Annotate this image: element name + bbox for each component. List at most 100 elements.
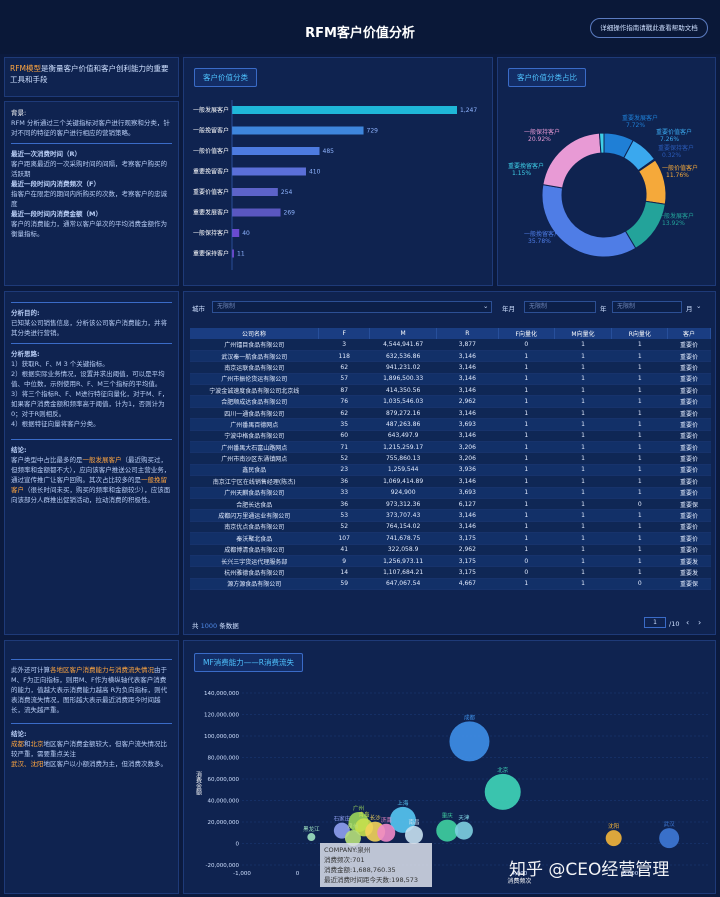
table-row[interactable]: 广州番禺大石富山路网点 71 1,215,259.17 3,206 1 1 1 重要价 [190,441,711,454]
scatter-bubble[interactable] [404,825,423,844]
table-cell: 3,146 [436,384,499,397]
table-row[interactable]: 合肥长达食品 36 973,312.36 6,127 1 1 0 重要保 [190,498,711,511]
bar[interactable] [232,106,457,114]
table-row[interactable]: 合肥顺成达食品有限公司 76 1,035,546.03 2,962 1 1 1 重要价 [190,395,711,408]
bubble-label: 济南 [381,816,393,824]
pie-slice[interactable] [541,184,637,258]
table-cell: 合肥长达食品 [190,498,319,511]
bar[interactable] [232,229,240,237]
scatter-bubble[interactable] [389,806,416,833]
table-cell: 1 [498,498,555,511]
table-header-cell[interactable]: R向量化 [611,328,669,339]
prev-page-icon[interactable]: ‹ [686,618,690,627]
table-cell: 1 [554,384,612,397]
scatter-bubble[interactable] [605,830,622,847]
city-filter-chevron-icon[interactable]: ⌄ [483,302,489,310]
year-filter-input[interactable]: 无限制 [524,301,596,313]
table-row[interactable]: 长兴三宇货运代理服务部 9 1,256,973.11 3,175 0 1 1 重要发 [190,555,711,568]
table-row[interactable]: 南京江宁区在线销售经理(陈杰) 36 1,069,414.89 3,146 1 1 1 重要价 [190,475,711,488]
pie-slice-label: 重要发展客户 [622,114,658,122]
month-filter-chevron-icon[interactable]: ⌄ [696,302,702,310]
table-cell: 1 [554,475,612,488]
scatter-bubble[interactable] [436,819,459,842]
y-tick-label: 140,000,000 [204,691,239,697]
bubble-label: 上海 [397,799,409,807]
table-cell: 重要价 [667,464,711,477]
watermark: 知乎 @CEO经营管理 [509,860,670,880]
table-header-cell[interactable]: 客户 [667,328,711,339]
scatter-bubble[interactable] [344,830,361,847]
table-header-cell[interactable]: F向量化 [498,328,555,339]
page-input[interactable]: 1 [644,617,666,628]
table-row[interactable]: 广州天麒食品有限公司 33 924,900 3,693 1 1 1 重要价 [190,487,711,499]
bar-value-label: 254 [281,189,293,196]
table-cell: 1 [554,373,612,386]
table-cell: 6,127 [436,498,499,511]
bar[interactable] [232,208,281,217]
table-cell: 成都博清食品有限公司 [190,544,319,556]
table-row[interactable]: 杭州雅德食品有限公司 14 1,107,684.21 3,175 0 1 1 重要发 [190,566,711,579]
table-cell: 重要价 [667,487,711,499]
table-row[interactable]: 广州市南沙区东涌镇网点 52 755,860.13 3,206 1 1 1 重要价 [190,452,711,465]
x-axis-label: 消费频次 [507,877,531,885]
background-text: RFM 分析通过三个关键指标对客户进行观察和分类，针对不同的特征的客户进行相应的… [11,119,170,137]
table-row[interactable]: 秦沃聚北食品 107 741,678.75 3,175 1 1 1 重要价 [190,532,711,545]
city-filter-label: 城市 [192,305,205,313]
table-cell: 59 [318,578,370,591]
table-row[interactable]: 四川一通食品有限公司 62 879,272.16 3,146 1 1 1 重要价 [190,407,711,420]
table-row[interactable]: 成都闪万里通运业有限公司 53 373,707.43 3,146 1 1 1 重要价 [190,509,711,522]
table-cell: 1 [554,487,612,499]
table-cell: 1,107,684.21 [369,566,437,579]
next-page-icon[interactable]: › [698,618,702,627]
table-cell: 重要价 [667,532,711,545]
table-cell: 3,146 [436,373,499,386]
pie-slice[interactable] [598,132,605,154]
title-bar: RFM客户价值分析 详细操作指南请戳此查看帮助文档 [0,0,720,54]
pie-slice[interactable] [542,132,602,189]
table-cell: 重要价 [667,339,711,351]
city-filter-select[interactable]: 无限制 [212,301,492,313]
table-row[interactable]: 广州市振伦货运有限公司 57 1,896,500.33 3,146 1 1 1 重要价 [190,373,711,386]
table-header-cell[interactable]: F [318,328,371,339]
month-filter-input[interactable]: 无限制 [612,301,682,313]
table-cell: 1 [498,509,555,522]
scatter-bubble[interactable] [307,833,316,842]
table-row[interactable]: 成都博清食品有限公司 41 322,058.9 2,962 1 1 1 重要价 [190,544,711,556]
table-row[interactable]: 宁波金诚速度食品有限公司北京线 87 414,350.56 3,146 1 1 1 重要价 [190,384,711,397]
scatter-bubble[interactable] [484,773,521,810]
table-header-cell[interactable]: 公司名称 [190,328,320,339]
bubble-label: 北京 [497,766,509,774]
table-header-cell[interactable]: R [436,328,499,339]
scatter-bubble[interactable] [377,823,396,842]
bubble-label: 武汉 [664,820,676,828]
bar[interactable] [232,147,320,155]
bar[interactable] [232,188,278,196]
table-row[interactable]: 源方源食品有限公司 59 647,067.54 4,667 1 1 0 重要保 [190,578,711,591]
method-item: 1）获取R、F、M 3 个关键指标。 [11,360,109,368]
table-header-cell[interactable]: M [369,328,437,339]
help-doc-button[interactable]: 详细操作指南请戳此查看帮助文档 [590,18,708,38]
table-cell: 重要保 [667,498,711,511]
table-cell: 755,860.13 [369,452,437,465]
table-row[interactable]: 宁波中格食品有限公司 60 643,497.9 3,146 1 1 1 重要价 [190,430,711,443]
scatter-bubble[interactable] [454,821,473,840]
table-cell: 62 [318,407,370,420]
table-cell: 1 [498,464,555,477]
table-row[interactable]: 鑫民食品 23 1,259,544 3,936 1 1 1 重要价 [190,464,711,477]
table-row[interactable]: 武汉秦一航食品有限公司 118 632,536.86 3,146 1 1 1 重要价 [190,350,711,363]
bar[interactable] [232,249,234,258]
bar[interactable] [232,126,364,135]
table-row[interactable]: 南京运联食品有限公司 62 941,231.02 3,146 1 1 1 重要价 [190,361,711,374]
bubble-label: 天津 [458,815,470,822]
table-cell: 3,146 [436,430,499,443]
bar[interactable] [232,167,306,176]
intro-text: 是衡量客户价值和客户创利能力的重要工具和手段 [10,64,169,84]
table-cell: 1 [611,350,668,363]
table-header-cell[interactable]: M向量化 [554,328,613,339]
table-cell: 杭州雅德食品有限公司 [190,566,319,579]
table-row[interactable]: 广州番禺百德网点 35 487,263.86 3,693 1 1 1 重要价 [190,418,711,431]
table-row[interactable]: 南京优点食品有限公司 52 764,154.02 3,146 1 1 1 重要价 [190,521,711,534]
scatter-bubble[interactable] [659,828,680,849]
table-row[interactable]: 广州镭目食品有限公司 3 4,544,941.67 3,877 0 1 1 重要价 [190,339,711,351]
scatter-bubble[interactable] [449,721,490,762]
